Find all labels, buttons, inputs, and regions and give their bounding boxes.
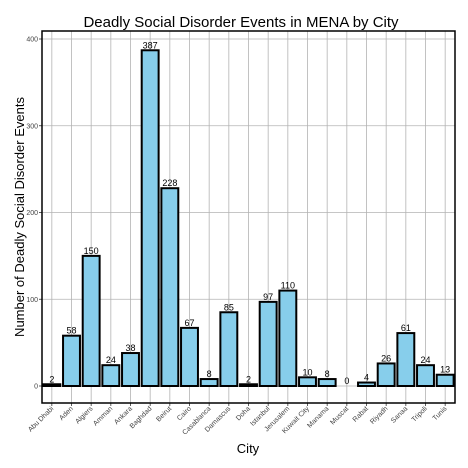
data-label: 13 <box>440 365 450 375</box>
bar <box>376 362 396 388</box>
grid <box>42 31 455 403</box>
data-label: 228 <box>162 178 177 188</box>
plot-border <box>41 30 456 404</box>
data-label: 24 <box>106 355 116 365</box>
bar <box>298 376 317 388</box>
data-label: 38 <box>125 343 135 353</box>
data-label: 10 <box>302 367 312 377</box>
bar <box>278 289 298 388</box>
data-label: 8 <box>325 369 330 379</box>
data-label: 97 <box>263 292 273 302</box>
data-label: 61 <box>401 323 411 333</box>
data-label: 4 <box>364 373 369 383</box>
chart-title: Deadly Social Disorder Events in MENA by… <box>83 14 399 31</box>
y-tick-label: 0 <box>34 384 38 391</box>
bar <box>435 373 455 388</box>
data-label: 85 <box>224 302 234 312</box>
data-label: 8 <box>207 369 212 379</box>
data-labels: 2 58 150 24 38 387 228 67 8 85 2 97 110 10 8 0 4 26 61 24 13 <box>49 40 450 386</box>
data-label: 2 <box>246 374 251 384</box>
bars <box>42 49 455 388</box>
data-label: 26 <box>381 353 391 363</box>
data-label: 150 <box>84 246 99 256</box>
bar <box>81 254 101 387</box>
bar <box>42 383 62 388</box>
y-tick-label: 100 <box>26 297 38 304</box>
bar <box>121 352 140 388</box>
y-tick-label: 300 <box>26 123 38 130</box>
bar <box>180 326 199 388</box>
bar <box>357 381 376 387</box>
y-tick-label: 400 <box>26 37 38 44</box>
bar <box>199 378 219 387</box>
bar <box>239 383 258 388</box>
bar <box>258 300 278 388</box>
data-label: 387 <box>143 40 158 50</box>
bar <box>62 334 81 387</box>
bar <box>140 49 160 388</box>
bar <box>160 187 180 387</box>
bar <box>101 364 121 387</box>
data-label: 58 <box>66 326 76 336</box>
x-axis-title: City <box>237 441 260 456</box>
data-label: 110 <box>281 281 295 291</box>
data-label: 67 <box>184 318 194 328</box>
bar <box>416 364 435 387</box>
bar <box>219 311 239 388</box>
y-axis-title: Number of Deadly Social Disorder Events <box>12 97 27 337</box>
bar <box>396 332 416 387</box>
y-tick-label: 200 <box>26 210 38 217</box>
data-label: 2 <box>49 374 54 384</box>
data-label: 24 <box>420 355 430 365</box>
data-label: 0 <box>344 376 349 386</box>
bar <box>317 378 337 387</box>
